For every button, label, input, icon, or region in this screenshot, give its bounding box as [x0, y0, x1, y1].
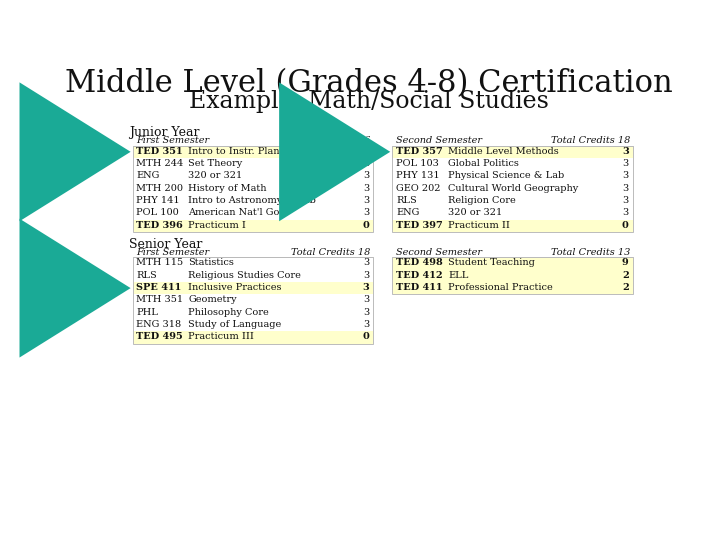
- Text: Intro to Astronomy & Lab: Intro to Astronomy & Lab: [189, 196, 316, 205]
- Text: First Semester: First Semester: [137, 248, 210, 257]
- Text: Practicum I: Practicum I: [189, 221, 246, 230]
- Bar: [392, 220, 632, 232]
- Text: Religious Studies Core: Religious Studies Core: [189, 271, 301, 280]
- Text: RLS: RLS: [396, 196, 417, 205]
- Text: 3: 3: [622, 184, 629, 193]
- Text: 3: 3: [622, 171, 629, 180]
- Text: 320 or 321: 320 or 321: [189, 171, 243, 180]
- Text: MTH 351: MTH 351: [137, 295, 184, 305]
- Text: Practicum III: Practicum III: [189, 333, 254, 341]
- Text: MTH 244: MTH 244: [137, 159, 184, 168]
- Bar: [132, 257, 373, 343]
- Text: PHY 131: PHY 131: [396, 171, 440, 180]
- Text: Total Credits 16: Total Credits 16: [291, 137, 371, 145]
- Bar: [392, 146, 632, 158]
- Text: 3: 3: [363, 308, 369, 317]
- Text: 3: 3: [363, 171, 369, 180]
- Bar: [132, 146, 373, 232]
- Text: 3: 3: [622, 208, 629, 218]
- Text: GEO 202: GEO 202: [396, 184, 441, 193]
- Text: PHY 141: PHY 141: [137, 196, 180, 205]
- Text: Middle Level Methods: Middle Level Methods: [448, 147, 559, 156]
- Text: Statistics: Statistics: [189, 259, 234, 267]
- Text: Intro to Instr. Planning: Intro to Instr. Planning: [189, 147, 302, 156]
- Text: Inclusive Practices: Inclusive Practices: [189, 283, 282, 292]
- Text: TED 397: TED 397: [396, 221, 443, 230]
- Text: 1: 1: [362, 147, 369, 156]
- Text: RLS: RLS: [137, 271, 157, 280]
- Text: Total Credits 13: Total Credits 13: [551, 248, 630, 257]
- Text: Global Politics: Global Politics: [448, 159, 519, 168]
- Bar: [132, 282, 373, 294]
- Text: SPE 411: SPE 411: [137, 283, 181, 292]
- Text: 3: 3: [362, 283, 369, 292]
- Bar: [392, 257, 632, 269]
- Bar: [132, 146, 373, 158]
- Text: 3: 3: [363, 196, 369, 205]
- Bar: [392, 269, 632, 282]
- Text: 3: 3: [622, 147, 629, 156]
- Text: MTH 115: MTH 115: [137, 259, 184, 267]
- Text: TED 495: TED 495: [137, 333, 184, 341]
- Text: MTH 200: MTH 200: [137, 184, 184, 193]
- Text: Geometry: Geometry: [189, 295, 237, 305]
- Text: TED 357: TED 357: [396, 147, 443, 156]
- Text: ELL: ELL: [448, 271, 469, 280]
- Text: American Nat'l Govt: American Nat'l Govt: [189, 208, 289, 218]
- Bar: [392, 146, 632, 232]
- Text: Example: Math/Social Studies: Example: Math/Social Studies: [189, 90, 549, 113]
- Text: ENG: ENG: [396, 208, 420, 218]
- Text: POL 103: POL 103: [396, 159, 439, 168]
- Text: ENG: ENG: [137, 171, 160, 180]
- Text: 3: 3: [363, 184, 369, 193]
- Text: Professional Practice: Professional Practice: [448, 283, 553, 292]
- Text: Total Credits 18: Total Credits 18: [291, 248, 371, 257]
- Text: TED 396: TED 396: [137, 221, 184, 230]
- Text: Physical Science & Lab: Physical Science & Lab: [448, 171, 564, 180]
- Text: Philosophy Core: Philosophy Core: [189, 308, 269, 317]
- Text: TED 411: TED 411: [396, 283, 443, 292]
- Text: 3: 3: [363, 159, 369, 168]
- Text: 2: 2: [622, 271, 629, 280]
- Text: Junior Year: Junior Year: [129, 126, 199, 139]
- Bar: [392, 257, 632, 294]
- Text: 3: 3: [363, 259, 369, 267]
- Text: TED 412: TED 412: [396, 271, 443, 280]
- Text: 0: 0: [622, 221, 629, 230]
- Text: 3: 3: [363, 208, 369, 218]
- Bar: [132, 331, 373, 343]
- Text: TED 498: TED 498: [396, 259, 443, 267]
- Text: ENG 318: ENG 318: [137, 320, 181, 329]
- Text: 3: 3: [363, 271, 369, 280]
- Text: Set Theory: Set Theory: [189, 159, 243, 168]
- Text: Second Semester: Second Semester: [396, 137, 482, 145]
- Text: 3: 3: [363, 320, 369, 329]
- Text: Middle Level (Grades 4-8) Certification: Middle Level (Grades 4-8) Certification: [65, 68, 673, 99]
- Text: Practicum II: Practicum II: [448, 221, 510, 230]
- Text: POL 100: POL 100: [137, 208, 179, 218]
- Text: 320 or 321: 320 or 321: [448, 208, 503, 218]
- Text: 0: 0: [362, 333, 369, 341]
- Text: 3: 3: [622, 159, 629, 168]
- Text: Second Semester: Second Semester: [396, 248, 482, 257]
- Text: Religion Core: Religion Core: [448, 196, 516, 205]
- Text: History of Math: History of Math: [189, 184, 267, 193]
- Text: Total Credits 18: Total Credits 18: [551, 137, 630, 145]
- Text: First Semester: First Semester: [137, 137, 210, 145]
- Text: 9: 9: [622, 259, 629, 267]
- Text: Study of Language: Study of Language: [189, 320, 282, 329]
- Text: Student Teaching: Student Teaching: [448, 259, 535, 267]
- Bar: [392, 282, 632, 294]
- Text: Cultural World Geography: Cultural World Geography: [448, 184, 578, 193]
- Text: PHL: PHL: [137, 308, 158, 317]
- Text: TED 351: TED 351: [137, 147, 183, 156]
- Text: 3: 3: [363, 295, 369, 305]
- Text: 3: 3: [622, 196, 629, 205]
- Text: Senior Year: Senior Year: [129, 238, 202, 251]
- Text: 0: 0: [362, 221, 369, 230]
- Text: 2: 2: [622, 283, 629, 292]
- Bar: [132, 220, 373, 232]
